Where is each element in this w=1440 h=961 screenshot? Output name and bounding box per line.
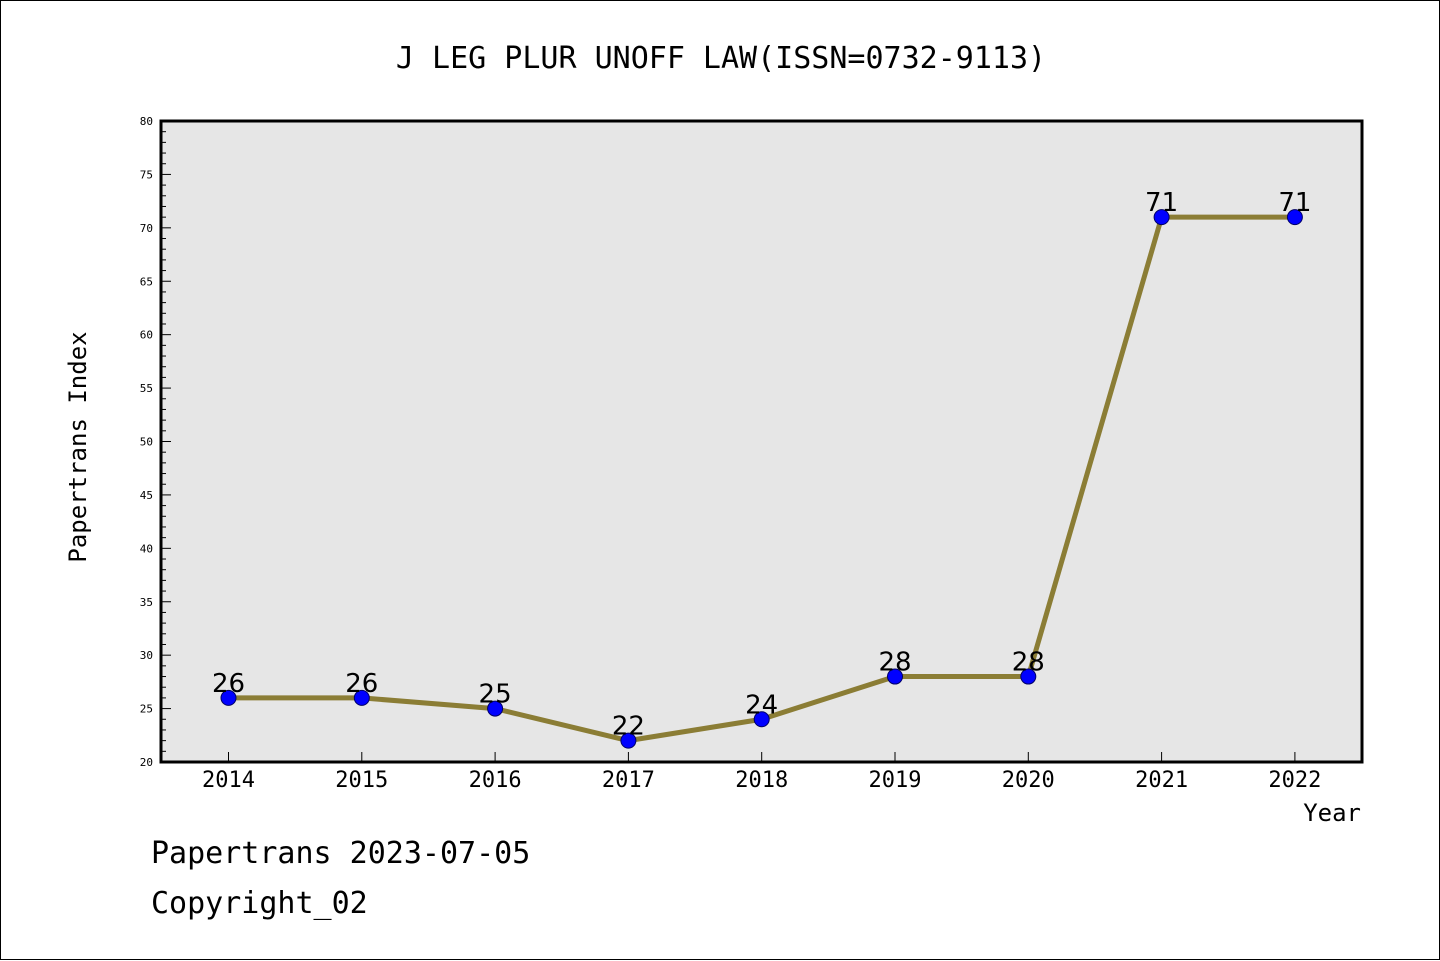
x-tick-label: 2018 xyxy=(735,768,788,793)
x-tick-label: 2015 xyxy=(335,768,388,793)
y-tick-label: 80 xyxy=(140,115,153,128)
y-tick-label: 20 xyxy=(140,756,153,769)
y-tick-label: 45 xyxy=(140,489,153,502)
data-label: 71 xyxy=(1278,188,1311,218)
data-label: 22 xyxy=(612,712,645,742)
data-point-marker xyxy=(887,668,903,685)
y-tick-label: 25 xyxy=(140,703,153,716)
data-label: 71 xyxy=(1145,188,1178,218)
x-tick-label: 2014 xyxy=(202,768,255,793)
data-point-marker xyxy=(1153,209,1170,226)
data-point-marker xyxy=(487,700,504,717)
data-label: 24 xyxy=(745,690,778,720)
series-group: 26 26 25 22 24 28 28 71 71 xyxy=(212,188,1311,749)
y-tick-label: 30 xyxy=(140,649,153,662)
y-axis-label: Papertrans Index xyxy=(64,331,92,562)
plot-area xyxy=(159,119,1364,764)
x-tick-label: 2016 xyxy=(469,768,522,793)
x-axis-label: Year xyxy=(1303,799,1361,827)
chart-title: J LEG PLUR UNOFF LAW(ISSN=0732-9113) xyxy=(396,41,1046,76)
data-label: 26 xyxy=(345,669,378,699)
data-label: 28 xyxy=(1012,648,1045,678)
footer-date-line: Papertrans 2023-07-05 xyxy=(151,836,531,871)
x-tick-label: 2020 xyxy=(1002,768,1055,793)
footer-copyright-line: Copyright_02 xyxy=(151,886,368,921)
data-point-marker xyxy=(1020,668,1037,685)
data-label: 28 xyxy=(878,648,911,678)
x-tick-label: 2019 xyxy=(869,768,922,793)
data-point-marker xyxy=(220,689,237,706)
data-label: 25 xyxy=(479,680,512,710)
data-point-marker xyxy=(1286,209,1303,226)
data-point-marker xyxy=(753,711,770,728)
x-axis-ticks: 2014 2015 2016 2017 2018 2019 2020 2021 2022 xyxy=(202,752,1321,793)
y-tick-label: 60 xyxy=(140,329,153,342)
y-tick-label: 35 xyxy=(140,596,153,609)
data-label: 26 xyxy=(212,669,245,699)
x-tick-label: 2021 xyxy=(1135,768,1188,793)
y-tick-label: 50 xyxy=(140,436,153,449)
y-axis-ticks: 20 25 30 35 40 45 50 55 60 65 70 75 80 xyxy=(140,115,171,769)
y-tick-label: 70 xyxy=(140,222,153,235)
data-point-marker xyxy=(353,689,370,706)
x-tick-label: 2017 xyxy=(602,768,655,793)
y-tick-label: 75 xyxy=(140,168,153,181)
y-tick-label: 40 xyxy=(140,542,153,555)
data-point-marker xyxy=(620,732,637,749)
y-tick-label: 65 xyxy=(140,275,153,288)
y-tick-label: 55 xyxy=(140,382,153,395)
x-tick-label: 2022 xyxy=(1268,768,1321,793)
